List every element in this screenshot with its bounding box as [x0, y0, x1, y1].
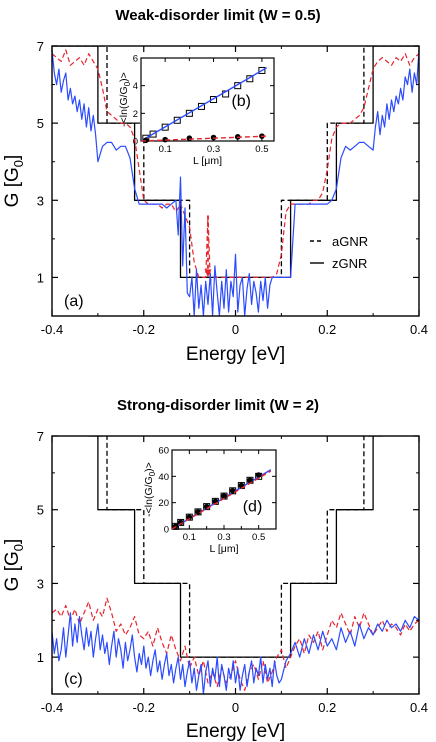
- panel-c-inset-xlabel: L [μm]: [209, 543, 238, 555]
- panel-c-inset-ylabel: -<ln(G/G0)>: [143, 462, 157, 517]
- panel-a-inset-ytick-label: 6: [133, 54, 138, 65]
- panel-a: Weak-disorder limit (W = 0.5) -0.4 -0.2 0 0.…: [2, 7, 428, 365]
- panel-a-series-zgnr: [52, 46, 419, 279]
- panel-a-inset-xlabel-unit: μm: [204, 155, 219, 167]
- panel-c-ytick-label: 1: [37, 650, 44, 665]
- panel-c-label: (c): [64, 671, 83, 688]
- panel-a-series-curve-red-dashed: [52, 49, 419, 282]
- panel-c-plot-area: [52, 436, 419, 694]
- panel-a-inset-frame: [140, 57, 275, 142]
- panel-a-inset-ylabel-sub: 0: [123, 81, 132, 86]
- panel-c-xtick-label: -0.4: [41, 700, 63, 715]
- panel-c-ylabel-close: ]: [2, 539, 23, 544]
- panel-c-inset-point-agnr: [255, 472, 262, 478]
- panel-c-inset-ytick-label: 20: [158, 498, 169, 509]
- panel-a-inset-ytick-label: 0: [133, 137, 138, 148]
- panel-c-inset-xlabel-unit: μm: [221, 543, 236, 555]
- panel-a-inset-xtick-label: 0.3: [207, 144, 220, 155]
- panel-a-title: Weak-disorder limit (W = 0.5): [115, 7, 320, 24]
- panel-a-xtick-label: -0.4: [41, 322, 63, 337]
- panel-c-inset-point-zgnr: [171, 522, 179, 530]
- panel-a-inset-point-zgnr: [210, 96, 218, 103]
- panel-a-xtick-label: -0.2: [133, 322, 155, 337]
- panel-a-ytick-label: 1: [37, 270, 44, 285]
- panel-a-legend-label-zgnr: zGNR: [332, 256, 367, 271]
- panel-a-label: (a): [64, 293, 84, 310]
- panel-c-series-curve-red-dashed: [52, 597, 419, 691]
- panel-c-inset-xlabel-main: L [: [209, 543, 220, 555]
- panel-a-inset-point-zgnr: [173, 116, 181, 124]
- panel-a-ylabel-main: G [G: [2, 167, 23, 207]
- panel-a-xtick-label: 0: [232, 322, 239, 337]
- panel-c-ylabel: G [G0]: [2, 539, 26, 592]
- panel-a-xtick-label: 0.4: [410, 322, 428, 337]
- panel-c-xtick-label: 0: [232, 700, 239, 715]
- panel-a-inset-xlabel: L [μm]: [193, 155, 222, 167]
- panel-c-inset-line-agnr-fit: [171, 470, 272, 530]
- panel-a-ylabel-sub: 0: [11, 160, 26, 167]
- panel-c-ylabel-sub: 0: [11, 544, 26, 551]
- panel-c-inset-point-agnr: [221, 493, 227, 499]
- panel-a-inset-ylabel-close: )>: [118, 72, 130, 82]
- panel-a-plot-area: [52, 46, 419, 316]
- panel-a-inset-point-zgnr: [185, 109, 193, 117]
- panel-a-ylabel-close: ]: [2, 155, 23, 160]
- panel-a-inset-xtick-label: 0.5: [255, 144, 268, 155]
- panel-c-ytick-label: 7: [37, 429, 44, 444]
- panel-c-inset-ylabel-main: -<ln(G/G: [143, 476, 155, 517]
- panel-c-inset-xlabel-close: ]: [236, 543, 239, 555]
- panel-c-inset-point-agnr: [195, 509, 201, 515]
- panel-a-legend-label-agnr: aGNR: [332, 234, 368, 249]
- panel-c-inset-ytick-label: 0: [164, 525, 169, 536]
- panel-a-inset-ylabel-main: -<ln(G/G: [118, 86, 130, 127]
- panel-c-ytick-label: 5: [37, 503, 44, 518]
- panel-a-inset-ytick-label: 4: [133, 81, 138, 92]
- panel-a-ytick-label: 7: [37, 39, 44, 54]
- panel-a-inset-point-zgnr: [149, 130, 157, 138]
- panel-a-inset-point-zgnr: [197, 102, 205, 110]
- panel-a-series-curve-blue-solid: [52, 49, 419, 316]
- panel-a-ytick-label: 3: [37, 193, 44, 208]
- panel-c-xtick-label: 0.2: [318, 700, 336, 715]
- panel-a-inset-point-zgnr: [258, 66, 266, 74]
- panel-a-inset-line-zgnr-fit: [140, 67, 268, 142]
- panel-c-title: Strong-disorder limit (W = 2): [117, 397, 319, 414]
- panel-c-xlabel: Energy [eV]: [186, 721, 285, 742]
- panel-c-inset-label: (d): [243, 499, 263, 516]
- panel-c-ylabel-main: G [G: [2, 551, 23, 591]
- panel-a-ytick-label: 5: [37, 116, 44, 131]
- panel-c-xtick-label: -0.2: [133, 700, 155, 715]
- panel-a-xtick-label: 0.2: [318, 322, 336, 337]
- panel-a-inset-ytick-label: 2: [133, 109, 138, 120]
- panel-c-inset-ytick-label: 40: [158, 472, 169, 483]
- panel-a-ylabel: G [G0]: [2, 155, 26, 208]
- panel-a-inset-point-agnr: [186, 135, 193, 142]
- panel-a-xlabel: Energy [eV]: [186, 344, 285, 365]
- panel-a-arrow-head: [204, 269, 212, 278]
- panel-a-inset-xtick-label: 0.1: [159, 144, 172, 155]
- panel-a-inset-xlabel-main: L [: [193, 155, 204, 167]
- panel-c-series-zgnr: [88, 436, 383, 658]
- panel-a-inset-ylabel: -<ln(G/G0)>: [118, 72, 132, 127]
- panel-c-xtick-label: 0.4: [410, 700, 428, 715]
- panel-c-ytick-label: 3: [37, 576, 44, 591]
- panel-c-inset-ylabel-sub: 0: [148, 471, 157, 476]
- panel-c-inset-xtick-label: 0.3: [217, 532, 230, 543]
- panel-a-inset-label: (b): [231, 93, 251, 110]
- panel-c-inset-xtick-label: 0.1: [183, 532, 196, 543]
- panel-c-series-curve-blue-solid: [52, 612, 419, 694]
- panel-c-inset-point-agnr: [186, 514, 193, 520]
- panel-a-inset-xlabel-close: ]: [219, 155, 222, 167]
- panel-a-inset-point-zgnr: [161, 123, 169, 131]
- panel-a-inset-line-agnr-fit: [140, 135, 267, 142]
- panel-c-inset-xtick-label: 0.5: [252, 532, 265, 543]
- panel-c: Strong-disorder limit (W = 2) -0.4 -0.2 0 0.…: [2, 397, 428, 742]
- panel-c-inset-ylabel-close: )>: [143, 462, 155, 472]
- panel-c-inset-ytick-label: 60: [158, 446, 169, 457]
